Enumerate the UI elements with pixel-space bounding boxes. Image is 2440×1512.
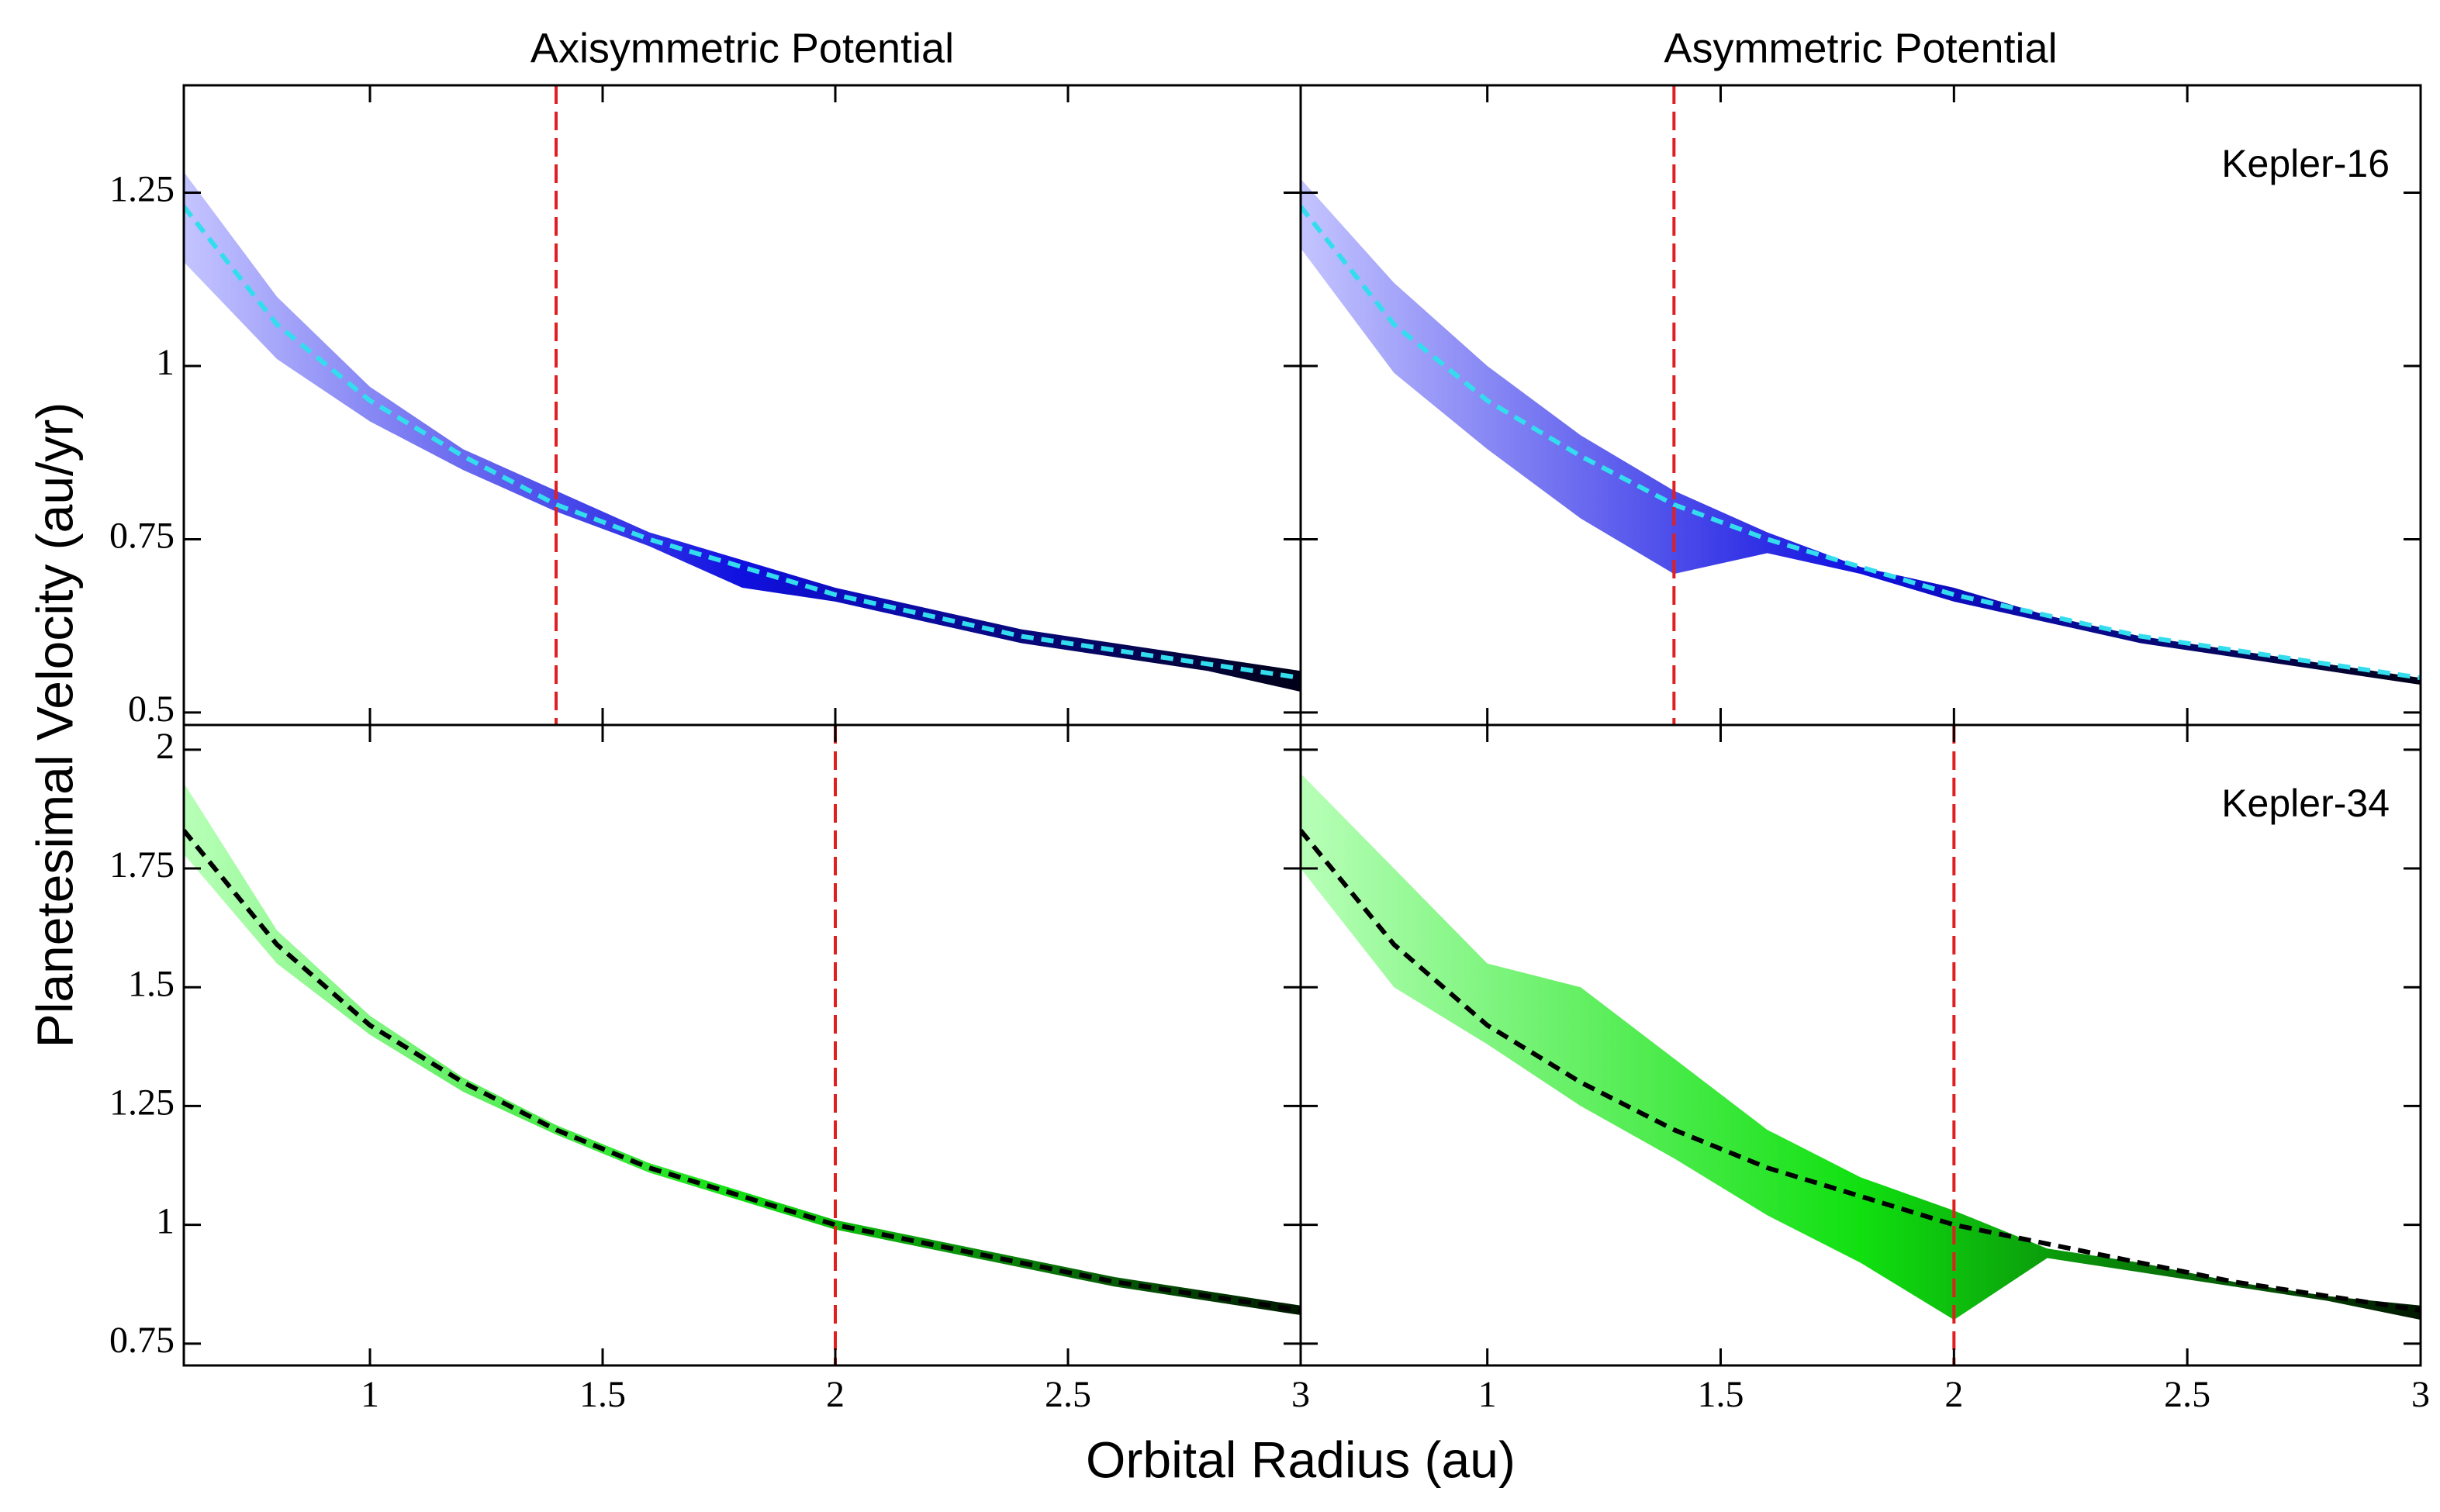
y-tick-label: 1.75	[109, 844, 175, 885]
y-axis-label: Planetesimal Velocity (au/yr)	[26, 402, 83, 1048]
x-tick-label: 2	[1944, 1374, 1963, 1415]
x-tick-label: 2.5	[1045, 1374, 1091, 1415]
fit-line	[184, 205, 1301, 681]
y-tick-label: 2	[156, 726, 175, 767]
x-tick-label: 2.5	[2164, 1374, 2210, 1415]
plot-area	[184, 171, 1301, 692]
particle-band	[184, 171, 1301, 692]
y-tick-label: 0.75	[109, 1320, 175, 1361]
x-tick-label: 1	[361, 1374, 379, 1415]
particle-band	[1301, 773, 2421, 1320]
panel-title: Asymmetric Potential	[1664, 25, 2057, 71]
y-tick-label: 1.5	[128, 963, 175, 1004]
plot-area	[1301, 773, 2421, 1320]
panel-annotation: Kepler-16	[2221, 142, 2390, 185]
x-tick-label: 1.5	[579, 1374, 626, 1415]
y-tick-label: 1	[156, 342, 175, 383]
particle-band	[184, 782, 1301, 1316]
particle-band	[1301, 178, 2421, 685]
x-tick-label: 1	[1478, 1374, 1497, 1415]
plot-area	[184, 782, 1301, 1316]
x-tick-label: 3	[1291, 1374, 1310, 1415]
y-tick-label: 1	[156, 1201, 175, 1242]
panel: 1 1.5 2 2.5 3 Kepler-34	[1299, 723, 2430, 1415]
panel: Asymmetric Potential Kepler-16	[1299, 25, 2422, 727]
x-axis-label: Orbital Radius (au)	[1086, 1431, 1515, 1488]
y-tick-label: 1.25	[109, 1082, 175, 1123]
plot-area	[1301, 178, 2421, 685]
fit-line	[1301, 205, 2421, 681]
panel: 0.75 1 1.25 1.5 1.75 2 1 1.5 2 2.5 3	[109, 723, 1310, 1415]
panel: 0.5 0.75 1 1.25 Axisymmetric Potential	[109, 25, 1302, 730]
fit-line	[1301, 829, 2421, 1313]
y-tick-label: 0.5	[128, 689, 175, 730]
y-tick-label: 1.25	[109, 169, 175, 210]
panel-title: Axisymmetric Potential	[531, 25, 954, 71]
x-tick-label: 2	[826, 1374, 845, 1415]
frame	[182, 723, 1302, 1367]
x-tick-label: 3	[2411, 1374, 2430, 1415]
panel-annotation: Kepler-34	[2221, 782, 2390, 825]
frame	[1299, 723, 2422, 1367]
fit-line	[184, 829, 1301, 1313]
x-tick-label: 1.5	[1698, 1374, 1744, 1415]
y-tick-label: 0.75	[109, 515, 175, 556]
